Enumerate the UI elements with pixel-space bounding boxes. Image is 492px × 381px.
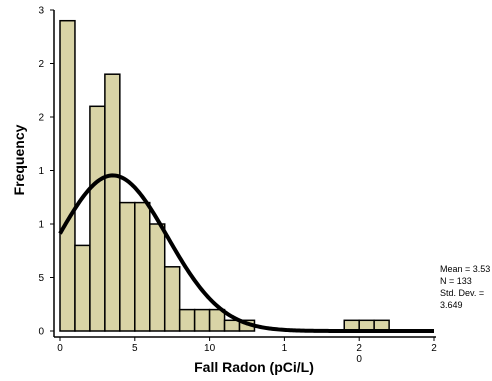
normal-curve — [58, 173, 434, 333]
y-tick-label: 5 — [38, 273, 44, 284]
y-tick-label: 2 — [38, 59, 44, 70]
stats-box: Mean = 3.53 N = 133 Std. Dev. = 3.649 — [440, 264, 490, 310]
axes — [53, 10, 436, 338]
y-tick-label: 2 — [38, 113, 44, 124]
y-tick-label: 1 — [38, 166, 44, 177]
x-axis-title: Fall Radon (pCi/L) — [194, 359, 314, 375]
x-tick-label: 2 — [431, 343, 437, 354]
histogram-bar — [89, 105, 106, 332]
histogram-bars — [59, 19, 390, 332]
x-ticks: 0 5 10 1 2 20 — [57, 337, 437, 365]
histogram-bar — [104, 73, 121, 332]
histogram-bar — [193, 308, 211, 332]
y-ticks: 0 5 1 1 2 2 3 — [38, 6, 54, 338]
x-tick-label: 2 — [356, 343, 362, 354]
y-tick-label: 3 — [38, 6, 44, 17]
x-tick-label: 10 — [204, 343, 216, 354]
x-tick-label: 5 — [132, 343, 138, 354]
stats-mean: Mean = 3.53 — [440, 264, 490, 274]
histogram-bar — [178, 308, 196, 332]
x-tick-label: 1 — [282, 343, 288, 354]
histogram-bar — [119, 201, 136, 332]
x-tick-sublabel: 0 — [356, 354, 362, 365]
y-tick-label: 0 — [38, 327, 44, 338]
stats-n: N = 133 — [440, 276, 472, 286]
histogram-bar — [149, 223, 166, 332]
y-tick-label: 1 — [38, 220, 44, 231]
stats-std-label: Std. Dev. = — [440, 288, 484, 298]
histogram-bar — [134, 201, 151, 332]
histogram-bar — [223, 319, 241, 332]
histogram-bar — [208, 308, 226, 332]
x-tick-label: 0 — [57, 343, 63, 354]
histogram-bar — [74, 244, 91, 332]
y-axis-title: Frequency — [11, 124, 27, 195]
histogram-bar — [163, 266, 181, 332]
histogram-bar — [59, 19, 76, 332]
stats-std-value: 3.649 — [440, 300, 463, 310]
